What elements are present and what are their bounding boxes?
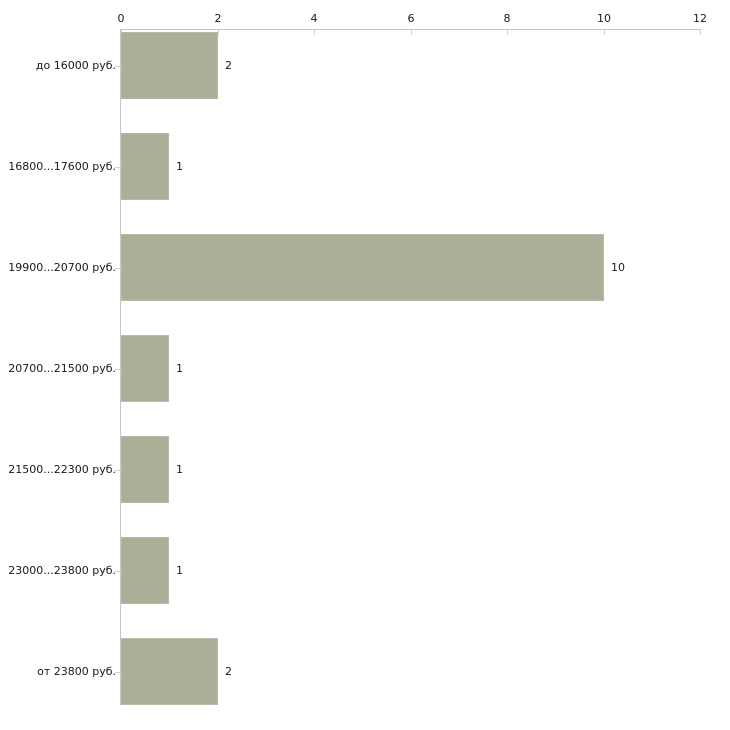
category-label: до 16000 руб. (35, 59, 116, 72)
value-label: 1 (176, 362, 183, 375)
x-tick-label: 12 (693, 12, 707, 25)
bar (121, 537, 169, 604)
y-tick-mark (115, 470, 121, 471)
category-label: 16800...17600 руб. (8, 160, 116, 173)
x-tick-mark (604, 30, 605, 35)
value-label: 2 (225, 665, 232, 678)
x-tick-label: 4 (310, 12, 318, 25)
category-label: 20700...21500 руб. (8, 362, 116, 375)
x-tick-label: 8 (503, 12, 511, 25)
x-axis-line (121, 29, 701, 30)
value-label: 1 (176, 160, 183, 173)
value-label: 1 (176, 564, 183, 577)
bar (121, 234, 604, 301)
y-tick-mark (115, 571, 121, 572)
bar (121, 32, 218, 99)
bar (121, 436, 169, 503)
bar (121, 335, 169, 402)
x-tick-mark (314, 30, 315, 35)
x-tick-mark (507, 30, 508, 35)
y-tick-mark (115, 167, 121, 168)
x-tick-mark (411, 30, 412, 35)
y-tick-mark (115, 369, 121, 370)
y-tick-mark (115, 672, 121, 673)
value-label: 10 (611, 261, 625, 274)
category-label: 23000...23800 руб. (8, 564, 116, 577)
category-label: от 23800 руб. (37, 665, 116, 678)
x-tick-label: 0 (117, 12, 125, 25)
x-tick-mark (218, 30, 219, 35)
x-tick-label: 6 (407, 12, 415, 25)
y-axis-line (120, 29, 121, 705)
category-label: 19900...20700 руб. (8, 261, 116, 274)
category-label: 21500...22300 руб. (8, 463, 116, 476)
x-tick-label: 10 (597, 12, 611, 25)
bar (121, 638, 218, 705)
y-tick-mark (115, 268, 121, 269)
x-tick-label: 2 (214, 12, 222, 25)
value-label: 2 (225, 59, 232, 72)
bar (121, 133, 169, 200)
value-label: 1 (176, 463, 183, 476)
y-tick-mark (115, 66, 121, 67)
x-tick-mark (700, 30, 701, 35)
